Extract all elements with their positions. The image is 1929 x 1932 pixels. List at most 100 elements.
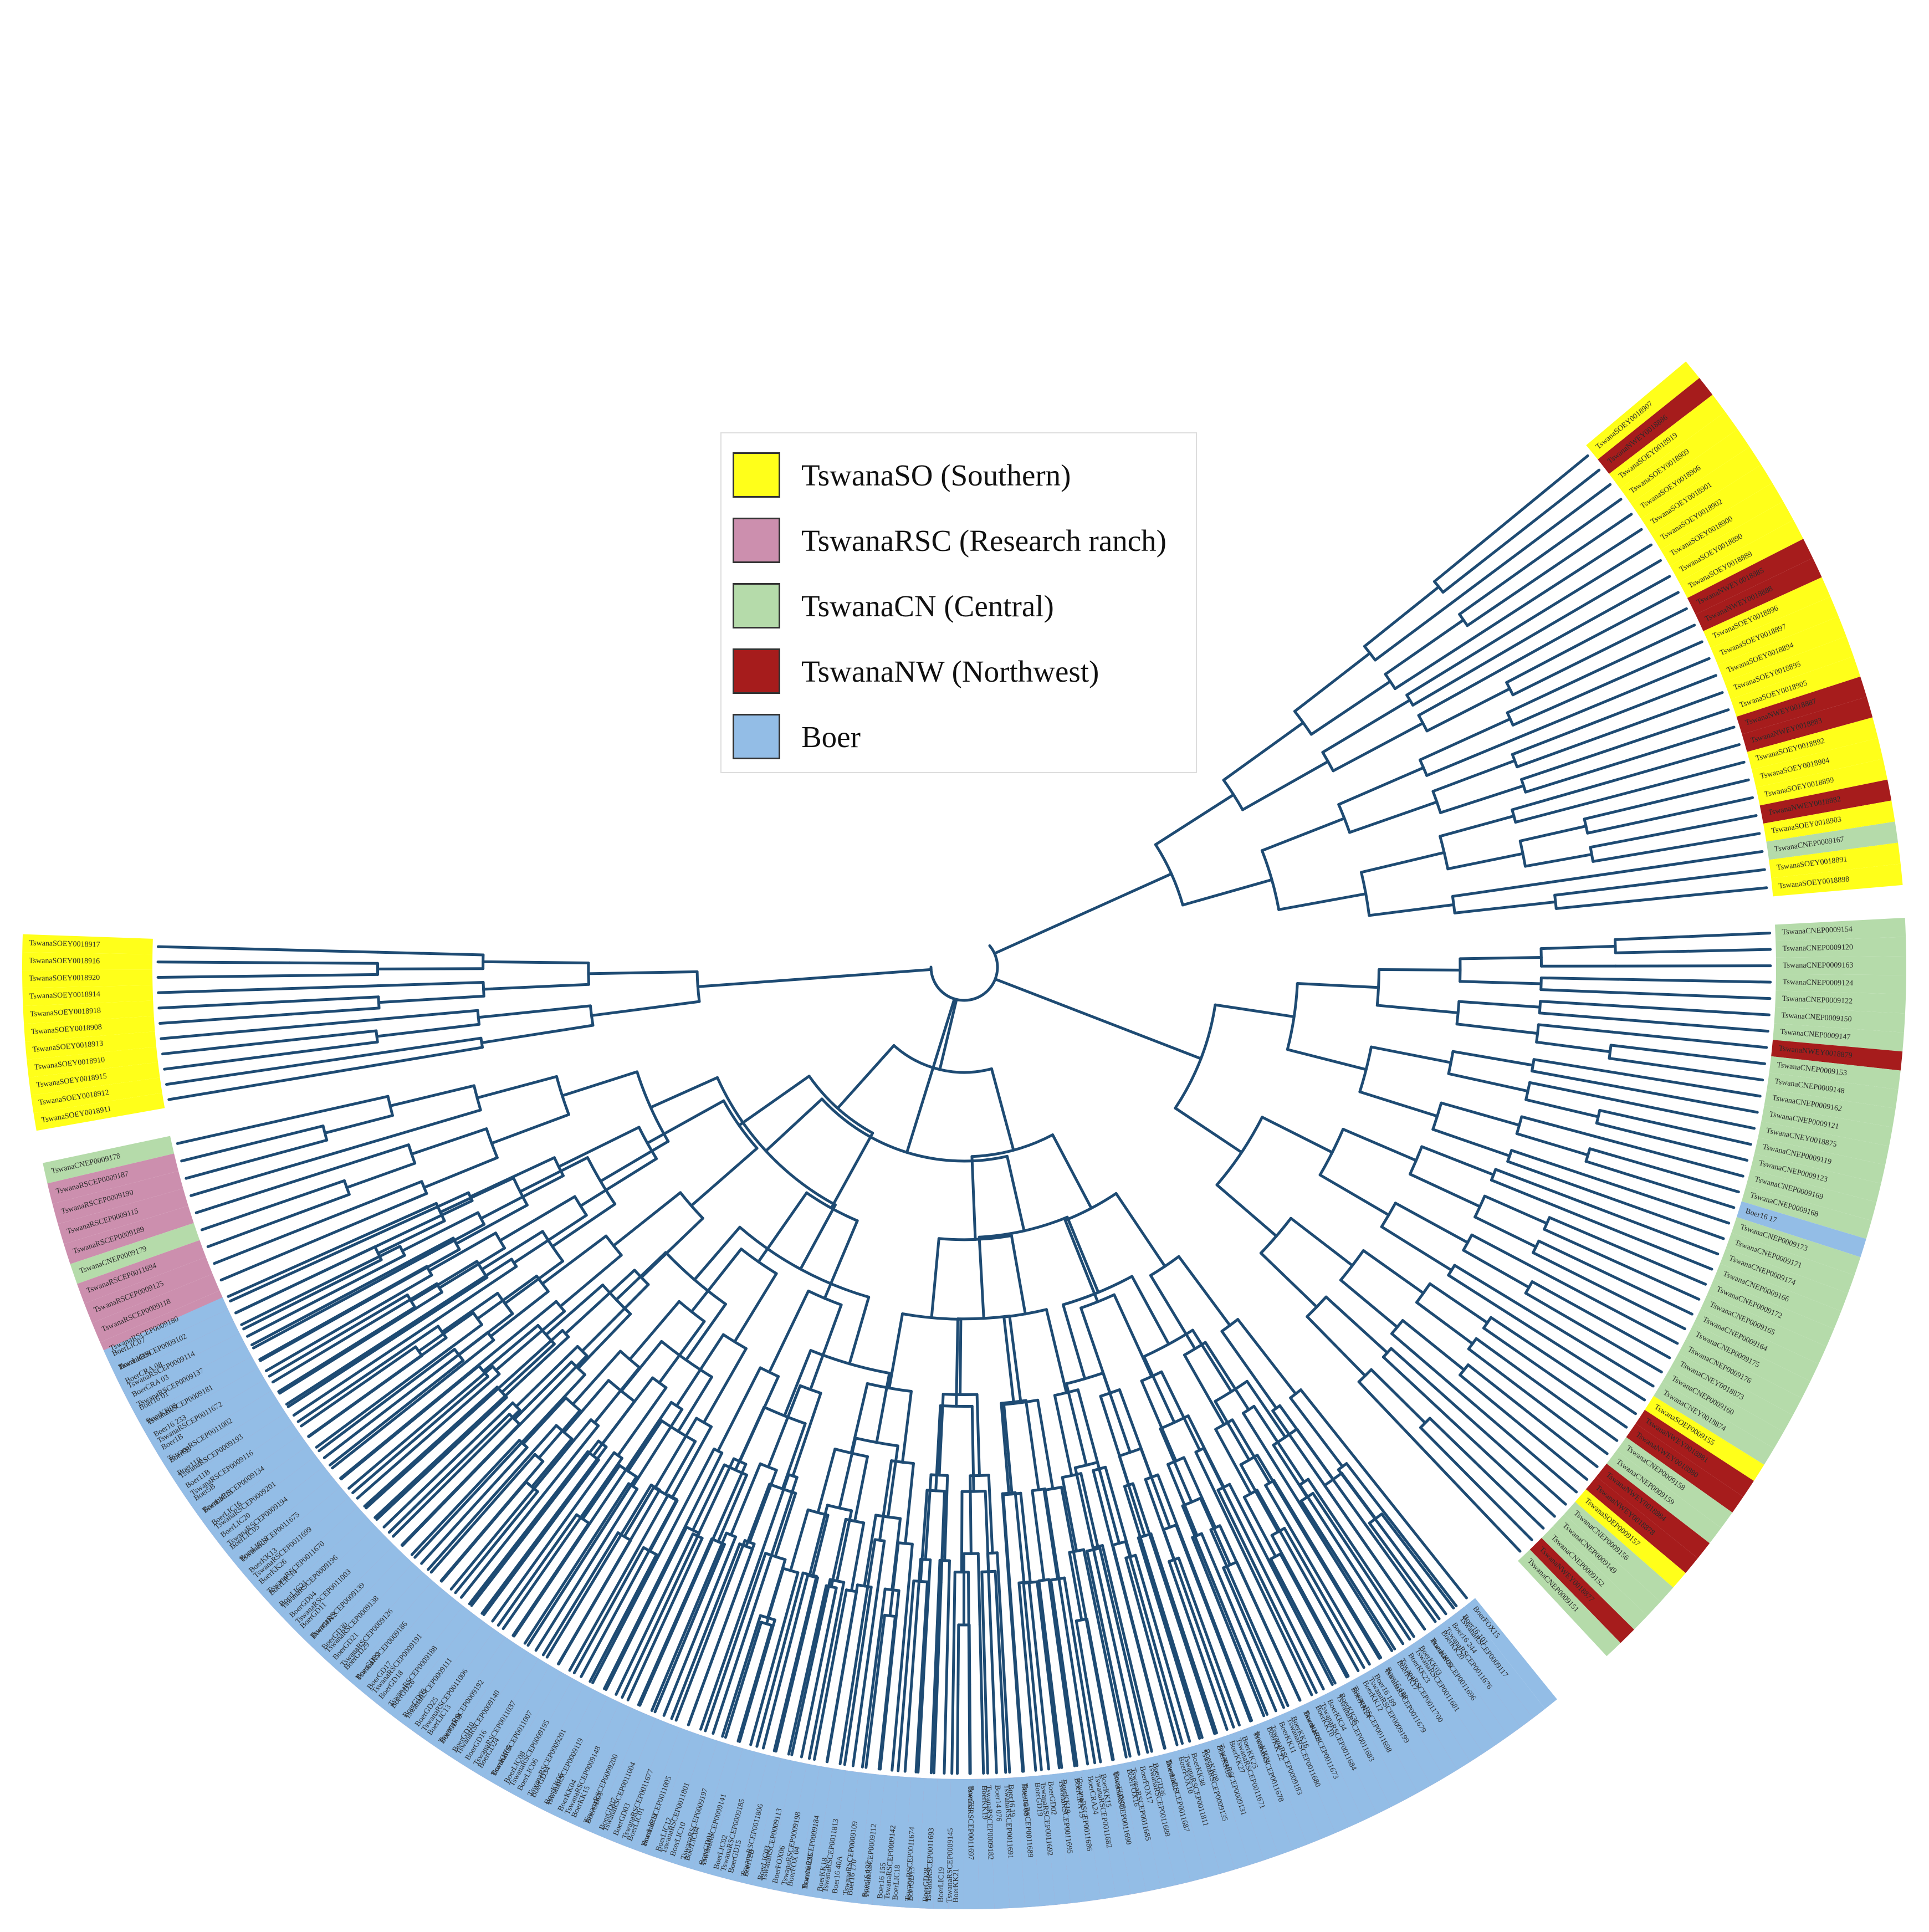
- legend-swatch-boer: [733, 714, 780, 759]
- tree-branch: [1409, 1173, 1482, 1208]
- tree-branch: [621, 1597, 670, 1699]
- tree-branch: [1350, 1550, 1411, 1641]
- tip-color-segment: [1133, 1758, 1176, 1889]
- tree-branch: [480, 1230, 544, 1271]
- tree-branch: [1514, 796, 1609, 824]
- tip-color-segment: [536, 1690, 608, 1814]
- tip-color-segment: [1210, 1736, 1265, 1865]
- tree-branch: [1506, 676, 1584, 714]
- tip-color-segment: [1185, 1745, 1235, 1874]
- tip-color-segment: [707, 1748, 756, 1878]
- tip-color-segment: [123, 1333, 246, 1405]
- tip-color-segment: [1670, 501, 1794, 582]
- tip-label: TswanaSOEY0018916: [29, 957, 100, 966]
- tip-color-segment: [194, 1434, 308, 1522]
- tree-branch: [799, 1203, 837, 1271]
- tree-branch: [813, 1578, 832, 1652]
- tree-branch: [1022, 1582, 1032, 1659]
- tree-branch: [525, 1354, 589, 1419]
- tree-branch: [986, 1552, 993, 1643]
- tip-color-segment: [1635, 1409, 1754, 1497]
- tree-branch: [649, 1076, 719, 1109]
- tree-branch: [410, 1260, 479, 1303]
- tree-branch: [749, 1627, 784, 1746]
- tree-branch: [1415, 1301, 1474, 1346]
- tip-label: TswanaSOEY0018918: [30, 1006, 101, 1018]
- tree-branch: [1024, 1399, 1040, 1491]
- tree-branch: [1639, 886, 1768, 902]
- tree-branch: [185, 1154, 272, 1180]
- tree-branch: [1132, 1482, 1167, 1585]
- tree-branch: [1277, 892, 1368, 911]
- tree-branch: [1630, 1005, 1771, 1016]
- tree-branch: [1358, 1090, 1439, 1118]
- tree-branch: [1609, 1044, 1674, 1054]
- tree-branch: [767, 1384, 802, 1469]
- tip-color-segment: [606, 1718, 668, 1844]
- tree-branch: [338, 1143, 410, 1168]
- tree-branch: [876, 1613, 887, 1678]
- tree-branch: [914, 1656, 924, 1773]
- tip-color-segment: [1598, 378, 1713, 474]
- tip-label: TswanaRSCEP0009145: [945, 1828, 955, 1903]
- tree-branch: [156, 960, 291, 964]
- tip-color-segment: [25, 1031, 157, 1060]
- tip-color-segment: [1120, 1761, 1161, 1892]
- tree-branch: [969, 1474, 973, 1555]
- tree-branch: [1290, 1217, 1354, 1267]
- tree-branch: [1450, 1419, 1556, 1518]
- tree-branch: [421, 1331, 489, 1384]
- tree-branch: [755, 1640, 786, 1748]
- tree-branch: [670, 1612, 714, 1720]
- tree-branch: [593, 1366, 641, 1424]
- tree-branch: [337, 1180, 423, 1216]
- tree-branch: [1583, 1202, 1720, 1256]
- tip-color-segment: [1724, 636, 1854, 699]
- tip-color-segment: [620, 1723, 680, 1850]
- tree-branch: [1175, 1612, 1218, 1735]
- tree-branch: [1053, 1394, 1073, 1477]
- tip-color-segment: [382, 1606, 474, 1718]
- tree-branch: [1245, 1379, 1287, 1439]
- tip-color-segment: [84, 1257, 213, 1323]
- tree-branch: [340, 1254, 406, 1290]
- tip-label: TswanaRSCEP0011693: [925, 1828, 936, 1902]
- tree-branch: [1509, 1415, 1589, 1481]
- tree-branch: [1002, 1315, 1015, 1404]
- tree-branch: [1242, 1412, 1293, 1492]
- tree-branch: [1532, 1058, 1626, 1076]
- tip-color-segment: [1726, 1233, 1855, 1294]
- tree-branch: [905, 997, 956, 1154]
- tree-branch: [1511, 782, 1605, 811]
- tree-branch: [1658, 832, 1761, 852]
- tree-branch: [990, 1067, 1015, 1152]
- tree-branch: [1208, 1572, 1269, 1716]
- tree-branch: [300, 1377, 371, 1428]
- tip-color-segment: [130, 1345, 252, 1419]
- tree-branch: [717, 1473, 748, 1543]
- tree-branch: [848, 1295, 871, 1366]
- tree-branch: [1458, 566, 1526, 616]
- tree-branch: [1220, 1330, 1278, 1410]
- tip-color-segment: [722, 1751, 769, 1882]
- tree-branch: [539, 1450, 590, 1514]
- tree-branch: [1369, 1045, 1452, 1064]
- tip-color-segment: [1108, 1764, 1146, 1895]
- tree-branch: [813, 1656, 835, 1761]
- tree-branch: [1524, 1098, 1600, 1118]
- tree-branch: [667, 1531, 701, 1601]
- tree-branch: [726, 1542, 756, 1618]
- tip-color-segment: [497, 1672, 573, 1793]
- tree-branch: [1584, 1160, 1647, 1182]
- tip-color-segment: [1308, 1696, 1377, 1821]
- tree-branch: [1610, 1243, 1707, 1286]
- tree-branch: [432, 1375, 490, 1425]
- tree-branch: [1218, 1524, 1253, 1597]
- tree-branch: [1620, 1086, 1759, 1114]
- tree-branch: [764, 1097, 823, 1153]
- tip-color-segment: [250, 1496, 358, 1593]
- tip-color-segment: [796, 1766, 833, 1897]
- tree-branch: [1518, 825, 1588, 842]
- tree-branch: [1417, 668, 1502, 717]
- tree-branch: [268, 1326, 354, 1378]
